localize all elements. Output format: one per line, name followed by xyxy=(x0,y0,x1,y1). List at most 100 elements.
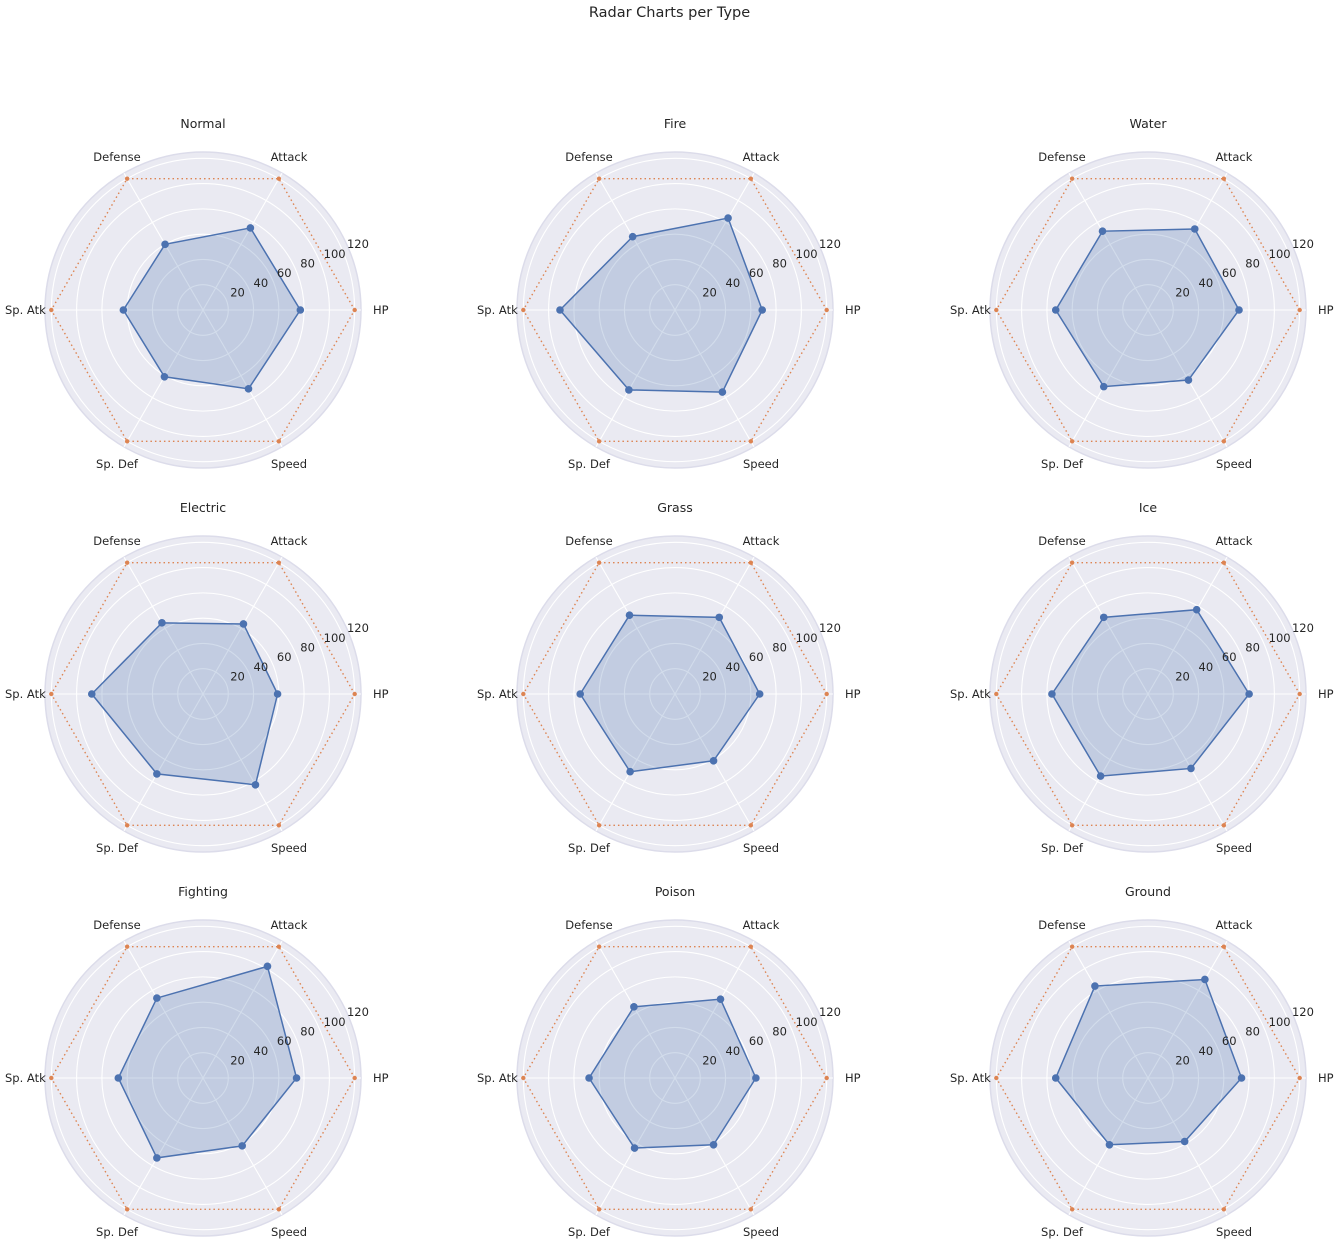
reference-point-defense xyxy=(596,560,602,565)
spoke-attack xyxy=(202,172,283,311)
radial-tick-label: 80 xyxy=(772,257,787,271)
radial-tick-label: 20 xyxy=(702,670,717,684)
grid-circle-20 xyxy=(649,284,701,336)
reference-point-attack xyxy=(1221,560,1227,565)
grid-circle-100 xyxy=(1021,183,1275,437)
grid-circle-20 xyxy=(177,1052,229,1104)
data-point-defense xyxy=(625,611,634,619)
radial-tick-label: 100 xyxy=(1269,247,1291,261)
axis-label-sp-def: Sp. Def xyxy=(1041,841,1084,855)
axis-label-speed: Speed xyxy=(271,841,307,855)
spoke-defense xyxy=(1068,556,1149,695)
panel-title: Ice xyxy=(1139,500,1158,515)
axis-label-hp: HP xyxy=(373,1071,389,1085)
reference-point-hp xyxy=(1297,691,1302,697)
reference-point-sp-def xyxy=(596,1207,602,1212)
radial-tick-label: 80 xyxy=(1245,1025,1260,1039)
reference-point-sp-atk xyxy=(521,307,526,313)
data-point-hp xyxy=(758,306,767,314)
radial-tick-label: 20 xyxy=(230,1054,245,1068)
grid-circle-80 xyxy=(101,976,305,1180)
axis-label-speed: Speed xyxy=(1216,457,1252,471)
grid-circle-40 xyxy=(623,642,727,746)
data-point-speed xyxy=(238,1142,246,1150)
data-point-sp-atk xyxy=(114,1074,123,1082)
reference-point-attack xyxy=(276,944,282,949)
data-point-attack xyxy=(1190,225,1199,233)
axis-label-sp-atk: Sp. Atk xyxy=(950,303,991,317)
axis-label-defense: Defense xyxy=(93,918,140,932)
radial-tick-label: 60 xyxy=(749,650,764,664)
axis-label-sp-atk: Sp. Atk xyxy=(950,687,991,701)
data-point-attack xyxy=(724,214,732,222)
axis-label-sp-atk: Sp. Atk xyxy=(5,1071,46,1085)
grid-circle-100 xyxy=(76,951,330,1205)
grid-circle-80 xyxy=(1046,976,1250,1180)
data-point-sp-atk xyxy=(87,690,96,698)
axis-label-speed: Speed xyxy=(743,457,779,471)
polar-background xyxy=(516,151,834,469)
spoke-sp-def xyxy=(595,1077,676,1216)
data-point-sp-atk xyxy=(1051,1074,1060,1082)
radial-tick-label: 40 xyxy=(1199,276,1214,290)
data-point-hp xyxy=(1245,690,1253,698)
reference-point-defense xyxy=(1069,560,1075,565)
radial-tick-label: 100 xyxy=(324,631,346,645)
spoke-speed xyxy=(202,693,283,832)
axis-label-defense: Defense xyxy=(565,534,612,548)
panel-title: Water xyxy=(1130,116,1168,131)
data-point-hp xyxy=(296,306,305,314)
reference-point-speed xyxy=(1221,1207,1227,1212)
polar-background xyxy=(44,535,362,853)
axis-label-sp-def: Sp. Def xyxy=(568,457,611,471)
axis-label-attack: Attack xyxy=(271,534,308,548)
radial-tick-label: 40 xyxy=(726,1044,741,1058)
spoke-attack xyxy=(674,172,755,311)
axis-label-sp-atk: Sp. Atk xyxy=(5,687,46,701)
spoke-speed xyxy=(202,1077,283,1216)
radial-tick-label: 80 xyxy=(300,257,315,271)
radial-tick-label: 20 xyxy=(702,286,717,300)
grid-circle-120 xyxy=(50,157,356,463)
data-point-defense xyxy=(628,232,637,241)
data-point-defense xyxy=(1099,613,1108,622)
grid-circle-80 xyxy=(1046,592,1250,796)
data-point-hp xyxy=(752,1074,760,1082)
spoke-defense xyxy=(595,940,676,1079)
radial-tick-label: 120 xyxy=(819,621,841,635)
series-area xyxy=(1051,608,1251,777)
grid-circle-100 xyxy=(76,183,330,437)
reference-point-sp-atk xyxy=(994,1075,999,1081)
data-point-sp-def xyxy=(1096,772,1105,780)
axis-label-speed: Speed xyxy=(743,1225,779,1239)
grid-circle-60 xyxy=(1071,617,1225,771)
spoke-sp-def xyxy=(595,693,676,832)
reference-outline xyxy=(522,945,828,1211)
axis-label-speed: Speed xyxy=(271,457,307,471)
reference-point-sp-def xyxy=(124,823,130,828)
data-point-defense xyxy=(1091,982,1099,990)
data-point-speed xyxy=(709,756,718,765)
grid-circle-20 xyxy=(177,284,229,336)
series-area xyxy=(588,998,757,1149)
axis-label-attack: Attack xyxy=(1216,918,1253,932)
reference-point-defense xyxy=(596,176,602,181)
data-point-hp xyxy=(1235,306,1243,314)
data-point-hp xyxy=(755,690,764,698)
spoke-sp-def xyxy=(1068,309,1149,448)
reference-point-defense xyxy=(1069,944,1075,949)
grid-circle-80 xyxy=(1046,208,1250,412)
data-point-sp-atk xyxy=(556,306,564,314)
reference-point-hp xyxy=(352,307,357,313)
spoke-attack xyxy=(202,940,283,1079)
data-point-defense xyxy=(158,619,166,627)
grid-circle-120 xyxy=(522,541,828,847)
radial-tick-label: 40 xyxy=(254,660,269,674)
radial-tick-label: 100 xyxy=(1269,1015,1291,1029)
grid-circle-80 xyxy=(101,592,305,796)
grid-circle-20 xyxy=(1122,1052,1174,1104)
radial-tick-label: 100 xyxy=(1269,631,1291,645)
radial-tick-label: 80 xyxy=(300,641,315,655)
reference-point-attack xyxy=(748,560,754,565)
